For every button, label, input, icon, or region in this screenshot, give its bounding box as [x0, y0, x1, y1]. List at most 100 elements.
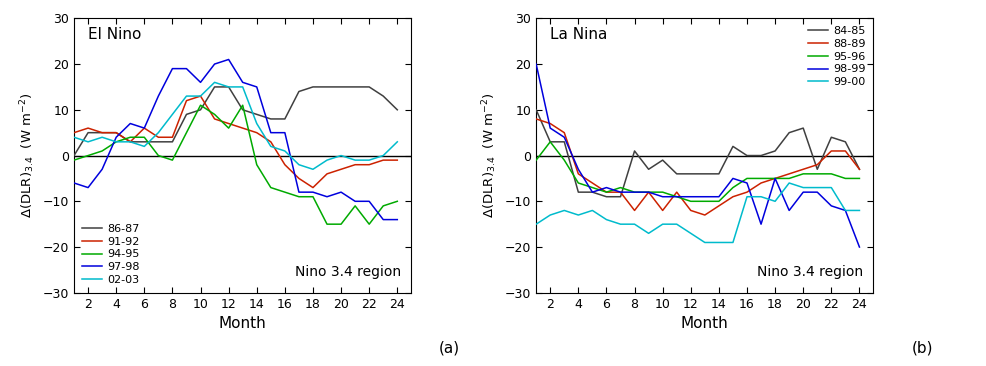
98-99	[614, 190, 626, 194]
Line: 86-87: 86-87	[74, 87, 397, 156]
86-87	[138, 140, 150, 144]
95-96	[712, 199, 724, 203]
99-00	[670, 222, 682, 226]
02-03	[180, 94, 192, 98]
97-98	[320, 195, 332, 199]
97-98	[363, 199, 375, 203]
02-03	[124, 140, 136, 144]
86-87	[349, 85, 361, 89]
99-00	[599, 217, 611, 222]
02-03	[237, 85, 248, 89]
91-92	[194, 94, 206, 98]
02-03	[250, 122, 262, 126]
02-03	[194, 94, 206, 98]
98-99	[839, 208, 851, 213]
95-96	[543, 140, 555, 144]
95-96	[529, 158, 541, 163]
97-98	[208, 62, 220, 66]
95-96	[853, 176, 865, 181]
95-96	[586, 186, 598, 190]
94-95	[223, 126, 235, 130]
91-92	[96, 131, 107, 135]
02-03	[377, 153, 388, 158]
95-96	[599, 190, 611, 194]
02-03	[68, 135, 80, 139]
94-95	[320, 222, 332, 226]
88-89	[783, 172, 795, 176]
97-98	[237, 80, 248, 85]
02-03	[320, 158, 332, 163]
95-96	[558, 158, 570, 163]
98-99	[768, 176, 780, 181]
95-96	[839, 176, 851, 181]
98-99	[754, 222, 766, 226]
94-95	[167, 158, 178, 163]
86-87	[250, 112, 262, 116]
97-98	[68, 181, 80, 185]
84-85	[754, 153, 766, 158]
84-85	[586, 190, 598, 194]
99-00	[712, 240, 724, 245]
88-89	[712, 203, 724, 208]
98-99	[670, 195, 682, 199]
84-85	[712, 172, 724, 176]
99-00	[824, 186, 836, 190]
95-96	[824, 172, 836, 176]
84-85	[698, 172, 710, 176]
97-98	[391, 217, 403, 222]
99-00	[754, 195, 766, 199]
84-85	[810, 167, 822, 171]
84-85	[727, 144, 739, 149]
97-98	[377, 217, 388, 222]
84-85	[824, 135, 836, 139]
86-87	[237, 108, 248, 112]
84-85	[839, 140, 851, 144]
84-85	[599, 195, 611, 199]
95-96	[684, 199, 696, 203]
91-92	[307, 186, 318, 190]
94-95	[96, 149, 107, 153]
95-96	[783, 176, 795, 181]
02-03	[293, 163, 305, 167]
86-87	[363, 85, 375, 89]
91-92	[335, 167, 347, 171]
95-96	[614, 186, 626, 190]
99-00	[543, 213, 555, 217]
84-85	[853, 167, 865, 171]
95-96	[698, 199, 710, 203]
86-87	[68, 153, 80, 158]
91-92	[264, 140, 276, 144]
Legend: 84-85, 88-89, 95-96, 98-99, 99-00: 84-85, 88-89, 95-96, 98-99, 99-00	[805, 24, 867, 89]
97-98	[194, 80, 206, 85]
Line: 88-89: 88-89	[535, 119, 859, 215]
Line: 98-99: 98-99	[535, 64, 859, 247]
95-96	[754, 176, 766, 181]
88-89	[768, 176, 780, 181]
Line: 95-96: 95-96	[535, 142, 859, 201]
84-85	[642, 167, 654, 171]
98-99	[727, 176, 739, 181]
94-95	[152, 153, 164, 158]
94-95	[377, 203, 388, 208]
98-99	[824, 203, 836, 208]
Text: (a): (a)	[438, 340, 459, 355]
91-92	[237, 126, 248, 130]
94-95	[335, 222, 347, 226]
Text: (b): (b)	[911, 340, 933, 355]
91-92	[180, 98, 192, 103]
98-99	[572, 167, 584, 171]
97-98	[167, 67, 178, 71]
99-00	[529, 222, 541, 226]
88-89	[684, 208, 696, 213]
95-96	[670, 195, 682, 199]
91-92	[124, 140, 136, 144]
99-00	[797, 186, 809, 190]
98-99	[712, 195, 724, 199]
98-99	[628, 190, 640, 194]
94-95	[391, 199, 403, 203]
91-92	[320, 172, 332, 176]
94-95	[293, 195, 305, 199]
91-92	[279, 163, 291, 167]
99-00	[614, 222, 626, 226]
94-95	[180, 131, 192, 135]
